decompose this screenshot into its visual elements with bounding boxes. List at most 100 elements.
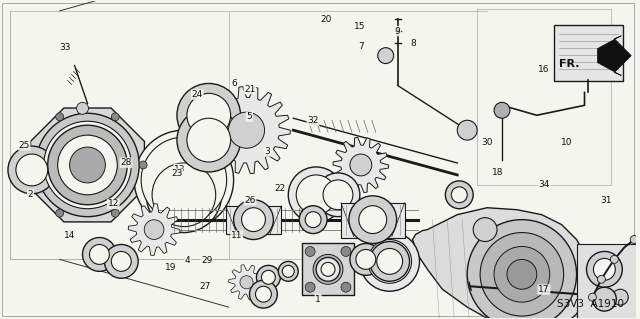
Circle shape (228, 112, 264, 148)
Circle shape (141, 137, 227, 223)
Circle shape (368, 240, 412, 283)
Polygon shape (333, 137, 388, 193)
Circle shape (494, 102, 510, 118)
Text: 30: 30 (481, 137, 492, 146)
Circle shape (480, 233, 564, 316)
Bar (302, 243, 354, 295)
Circle shape (630, 235, 638, 243)
FancyBboxPatch shape (554, 25, 623, 81)
Circle shape (593, 287, 616, 311)
Circle shape (146, 157, 221, 233)
Circle shape (350, 154, 372, 176)
Text: 34: 34 (538, 180, 550, 189)
Text: 22: 22 (275, 183, 285, 193)
Text: 14: 14 (64, 231, 76, 240)
Circle shape (360, 232, 419, 291)
Text: 25: 25 (19, 141, 30, 150)
Text: 10: 10 (561, 137, 572, 146)
Circle shape (611, 256, 618, 263)
Circle shape (288, 167, 344, 223)
Text: 7: 7 (358, 42, 364, 51)
Bar (341, 203, 404, 238)
Text: 16: 16 (538, 65, 550, 74)
Polygon shape (203, 86, 291, 174)
Text: 17: 17 (538, 285, 550, 294)
Circle shape (589, 293, 596, 301)
Text: 21: 21 (244, 85, 256, 93)
Circle shape (36, 113, 139, 217)
Circle shape (321, 263, 335, 276)
Polygon shape (128, 204, 180, 256)
Circle shape (134, 130, 234, 230)
Circle shape (8, 146, 56, 194)
Circle shape (341, 247, 351, 256)
Text: 11: 11 (231, 231, 243, 240)
Circle shape (240, 276, 253, 289)
Circle shape (111, 251, 131, 271)
Circle shape (139, 161, 147, 169)
Circle shape (77, 102, 88, 114)
Circle shape (177, 108, 241, 172)
Circle shape (507, 259, 537, 289)
Text: 2: 2 (28, 190, 33, 199)
Circle shape (16, 154, 48, 186)
Text: 28: 28 (120, 158, 132, 167)
Circle shape (111, 113, 119, 121)
Circle shape (356, 249, 376, 269)
Circle shape (70, 147, 106, 183)
Text: 31: 31 (600, 196, 611, 205)
Circle shape (296, 175, 336, 215)
Circle shape (187, 118, 230, 162)
Circle shape (44, 121, 131, 209)
Circle shape (282, 265, 294, 277)
Circle shape (261, 270, 275, 284)
Text: 8: 8 (411, 39, 417, 48)
Circle shape (377, 249, 403, 274)
Text: 19: 19 (164, 263, 176, 272)
Text: 12: 12 (108, 199, 119, 208)
Circle shape (473, 218, 497, 241)
Circle shape (187, 93, 230, 137)
Text: FR.: FR. (559, 59, 580, 69)
Text: 4: 4 (185, 256, 191, 265)
Circle shape (316, 173, 360, 217)
Text: 26: 26 (244, 196, 256, 204)
Circle shape (350, 243, 381, 275)
Text: 29: 29 (201, 256, 212, 265)
Text: 1: 1 (316, 294, 321, 303)
Circle shape (177, 84, 241, 147)
Text: 5: 5 (246, 112, 252, 121)
Circle shape (111, 209, 119, 217)
Circle shape (370, 241, 410, 281)
Text: 3: 3 (264, 147, 270, 156)
Polygon shape (597, 36, 631, 76)
Circle shape (451, 187, 467, 203)
Circle shape (597, 275, 605, 283)
Circle shape (48, 125, 127, 205)
Circle shape (467, 220, 577, 319)
Circle shape (313, 255, 343, 284)
Text: 15: 15 (354, 22, 365, 31)
Circle shape (234, 200, 273, 240)
Circle shape (305, 282, 315, 292)
Circle shape (586, 251, 622, 287)
Circle shape (28, 161, 36, 169)
Polygon shape (31, 108, 145, 222)
Circle shape (494, 247, 550, 302)
Circle shape (300, 206, 327, 234)
Circle shape (90, 244, 109, 264)
Text: 9: 9 (395, 26, 401, 36)
Bar (577, 244, 640, 319)
Circle shape (83, 238, 116, 271)
Circle shape (612, 289, 628, 305)
Text: 33: 33 (59, 43, 70, 52)
Circle shape (457, 120, 477, 140)
Text: 32: 32 (307, 116, 319, 125)
Text: 13: 13 (174, 165, 186, 174)
Circle shape (316, 257, 340, 281)
Text: 20: 20 (321, 16, 332, 25)
Circle shape (144, 220, 164, 240)
Circle shape (257, 265, 280, 289)
Text: 24: 24 (191, 90, 203, 99)
Text: 27: 27 (199, 282, 211, 291)
